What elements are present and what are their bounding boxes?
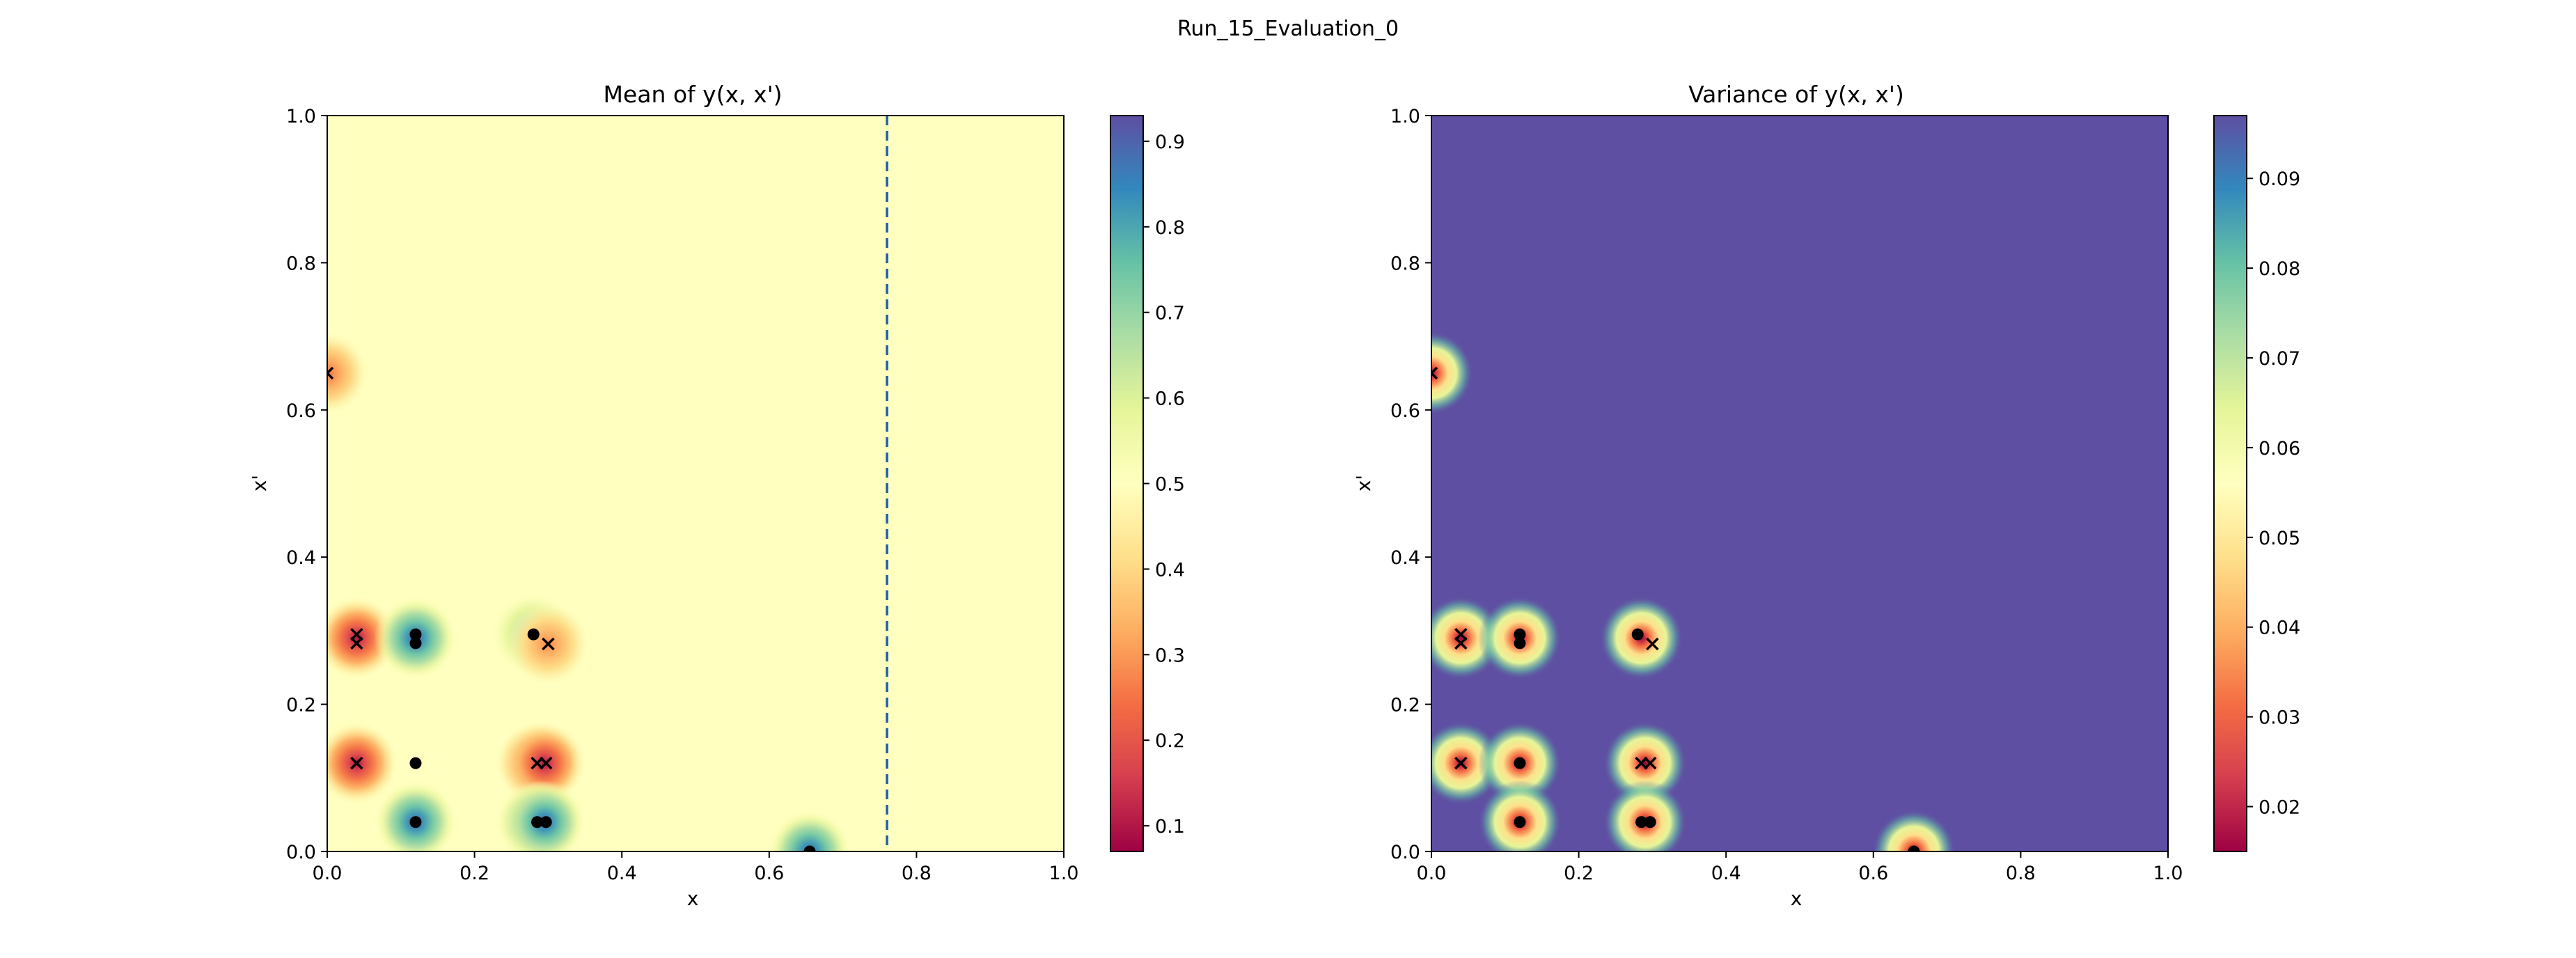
y-tick-label: 0.0 — [286, 842, 316, 863]
y-tick-label: 0.8 — [286, 253, 316, 274]
colorbar-tick-label: 0.5 — [1155, 474, 1185, 496]
colorbar-tick-label: 0.4 — [1155, 559, 1185, 581]
observation-dot — [409, 637, 422, 650]
observation-dot — [803, 845, 816, 851]
variance-x-axis-label: x — [1791, 887, 1803, 910]
x-tick-label: 0.8 — [2006, 863, 2036, 884]
colorbar-tick-label: 0.07 — [2259, 348, 2300, 370]
colorbar: 0.02 0.03 0.04 0.05 0.06 0.07 0.08 0.09 — [2213, 115, 2300, 852]
y-tick-label: 1.0 — [1390, 106, 1420, 127]
y-tick-label: 0.6 — [286, 400, 316, 422]
heatmap-blob — [1603, 780, 1687, 851]
colorbar-tick-label: 0.8 — [1155, 217, 1185, 239]
observation-cross — [327, 366, 334, 380]
heatmap-blob — [1477, 780, 1562, 851]
variance-y-axis-label: x' — [1352, 475, 1375, 492]
colorbar: 0.1 0.2 0.3 0.4 0.5 0.6 0.7 0.8 0.9 — [1110, 115, 1185, 852]
heatmap-field — [327, 116, 888, 851]
y-tick-label: 1.0 — [286, 106, 316, 127]
observation-dot — [409, 757, 422, 769]
colorbar-tick-label: 0.06 — [2259, 438, 2300, 460]
observation-cross — [1431, 366, 1438, 380]
observation-dot — [1514, 637, 1526, 650]
y-tick-label: 0.0 — [1390, 842, 1420, 863]
colorbar-tick-label: 0.04 — [2259, 618, 2300, 639]
x-tick-label: 0.8 — [902, 863, 932, 884]
x-tick-label: 1.0 — [1049, 863, 1079, 884]
x-tick-label: 0.4 — [1711, 863, 1741, 884]
heatmap-blob — [373, 780, 457, 851]
observation-dot — [531, 816, 544, 829]
observation-dot — [1908, 845, 1920, 851]
colorbar-tick-label: 0.05 — [2259, 528, 2300, 549]
observation-dot — [1514, 816, 1526, 829]
heatmap-blob — [768, 810, 851, 851]
observation-dot — [527, 628, 540, 641]
observation-cross — [1643, 756, 1657, 770]
observation-cross — [350, 756, 363, 770]
heatmap-background — [327, 116, 1064, 851]
mean-x-axis-label: x — [687, 887, 699, 910]
heatmap-blob — [1603, 721, 1687, 806]
mean-y-axis-label: x' — [248, 475, 271, 492]
y-tick-label: 0.4 — [286, 547, 316, 569]
observation-dot — [1631, 628, 1644, 641]
observation-cross — [350, 636, 363, 650]
x-tick-label: 0.6 — [1858, 863, 1888, 884]
observation-cross — [1454, 636, 1468, 650]
mean-panel: Mean of y(x, x') x x' 0.0 0.2 0.4 0.6 0.8 1.0… — [248, 81, 1185, 910]
colorbar-tick-label: 0.03 — [2259, 707, 2300, 729]
y-tick-label: 0.2 — [286, 695, 316, 716]
observation-dot — [409, 628, 422, 641]
variance-plot-title: Variance of y(x, x') — [1688, 81, 1904, 108]
colorbar-tick-label: 0.6 — [1155, 388, 1185, 410]
x-tick-label: 0.2 — [460, 863, 489, 884]
heatmap-blob — [1872, 810, 1956, 851]
colorbar-tick-label: 0.9 — [1155, 132, 1185, 153]
colorbar-tick-label: 0.3 — [1155, 645, 1185, 666]
figure-title: Run_15_Evaluation_0 — [1177, 17, 1399, 41]
y-tick-label: 0.6 — [1390, 400, 1420, 422]
x-tick-label: 0.0 — [1417, 863, 1447, 884]
observation-dot — [1514, 628, 1526, 641]
colorbar-tick-label: 0.08 — [2259, 258, 2300, 280]
y-tick-label: 0.4 — [1390, 547, 1420, 569]
observation-cross — [542, 637, 555, 651]
x-tick-label: 0.6 — [754, 863, 784, 884]
colorbar-tick-label: 0.02 — [2259, 797, 2300, 819]
colorbar-tick-label: 0.1 — [1155, 816, 1185, 838]
heatmap-field — [1431, 331, 1956, 851]
heatmap-blob — [1431, 331, 1473, 415]
colorbar-tick-label: 0.7 — [1155, 303, 1185, 324]
observation-dot — [1514, 757, 1526, 769]
heatmap-blob — [503, 780, 587, 851]
x-tick-label: 0.4 — [607, 863, 637, 884]
observation-dot — [1644, 816, 1656, 829]
x-tick-label: 1.0 — [2153, 863, 2183, 884]
y-tick-label: 0.8 — [1390, 253, 1420, 274]
y-tick-label: 0.2 — [1390, 695, 1420, 716]
observation-cross — [1454, 756, 1468, 770]
observation-cross — [539, 756, 553, 770]
heatmap-blob — [327, 331, 369, 415]
mean-plot-title: Mean of y(x, x') — [603, 81, 782, 108]
plot-frame — [327, 115, 1065, 852]
observation-cross — [1646, 637, 1659, 651]
observation-dot — [540, 816, 552, 829]
colorbar-tick-label: 0.2 — [1155, 730, 1185, 752]
heatmap-background — [1431, 116, 2168, 851]
x-tick-label: 0.2 — [1564, 863, 1594, 884]
variance-panel: Variance of y(x, x') x x' 0.0 0.2 0.4 0.6 0.… — [1352, 81, 2300, 910]
colorbar-tick-label: 0.09 — [2259, 168, 2300, 190]
x-tick-label: 0.0 — [313, 863, 343, 884]
observation-dot — [409, 816, 422, 829]
plot-frame — [1431, 115, 2169, 852]
heatmap-blob — [327, 721, 399, 806]
observation-dot — [1635, 816, 1648, 829]
